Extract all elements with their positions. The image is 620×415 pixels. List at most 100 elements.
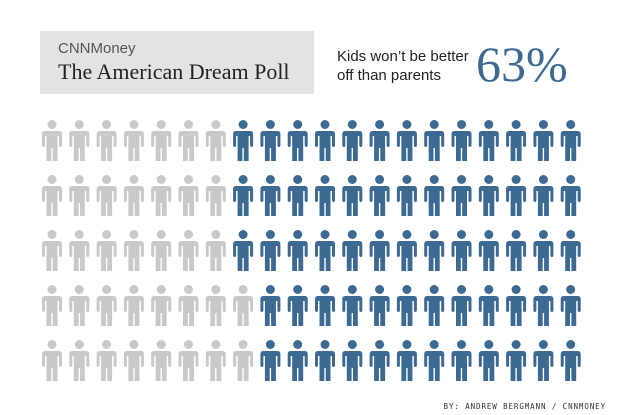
person-icon-highlighted: [260, 120, 281, 161]
person-icon: [42, 340, 62, 381]
person-icon-highlighted: [260, 230, 281, 271]
person-icon: [205, 120, 226, 161]
person-icon-highlighted: [560, 230, 581, 271]
person-icon: [96, 120, 117, 161]
person-icon-highlighted: [342, 120, 363, 161]
person-icon-highlighted: [533, 230, 554, 271]
person-icon: [69, 230, 90, 271]
person-icon-highlighted: [342, 285, 363, 326]
person-icon: [69, 340, 90, 381]
person-icon: [69, 175, 90, 216]
person-icon-highlighted: [506, 230, 527, 271]
person-icon-highlighted: [233, 120, 254, 161]
chart-title: The American Dream Poll: [58, 59, 290, 84]
person-icon: [96, 175, 117, 216]
person-icon-highlighted: [478, 230, 499, 271]
person-icon-highlighted: [396, 175, 417, 216]
person-icon-highlighted: [369, 340, 390, 381]
person-icon-highlighted: [478, 285, 499, 326]
stat-label: Kids won’t be better off than parents: [337, 48, 469, 84]
person-icon-highlighted: [478, 120, 499, 161]
person-icon: [123, 175, 144, 216]
person-icon-highlighted: [451, 340, 472, 381]
brand-label: CNNMoney: [58, 40, 136, 57]
person-icon-highlighted: [506, 175, 527, 216]
person-icon: [96, 285, 117, 326]
person-icon-highlighted: [260, 285, 281, 326]
person-icon: [96, 340, 117, 381]
person-icon-highlighted: [342, 230, 363, 271]
person-icon-highlighted: [451, 285, 472, 326]
person-icon-highlighted: [478, 175, 499, 216]
pictogram-chart: [42, 120, 581, 381]
person-icon: [42, 175, 62, 216]
person-icon-highlighted: [560, 285, 581, 326]
person-icon-highlighted: [506, 285, 527, 326]
person-icon: [151, 120, 172, 161]
person-icon-highlighted: [315, 340, 335, 381]
stat-value: 63%: [476, 36, 568, 92]
person-icon: [123, 230, 144, 271]
person-icon-highlighted: [396, 285, 417, 326]
person-icon-highlighted: [451, 230, 472, 271]
person-icon-highlighted: [315, 120, 335, 161]
person-icon-highlighted: [369, 120, 390, 161]
person-icon-highlighted: [287, 120, 308, 161]
person-icon: [178, 175, 199, 216]
person-icon: [151, 285, 172, 326]
person-icon-highlighted: [451, 120, 472, 161]
person-icon: [178, 285, 199, 326]
person-icon-highlighted: [233, 175, 254, 216]
person-icon-highlighted: [369, 175, 390, 216]
person-icon-highlighted: [233, 230, 254, 271]
person-icon-highlighted: [424, 120, 445, 161]
person-icon-highlighted: [506, 340, 527, 381]
person-icon-highlighted: [478, 340, 499, 381]
person-icon: [178, 120, 199, 161]
person-icon: [151, 230, 172, 271]
person-icon: [123, 340, 144, 381]
person-icon: [205, 285, 226, 326]
credit-line: BY: ANDREW BERGMANN / CNNMONEY: [443, 402, 606, 411]
person-icon: [178, 230, 199, 271]
person-icon: [69, 285, 90, 326]
person-icon-highlighted: [451, 175, 472, 216]
person-icon: [96, 230, 117, 271]
person-icon-highlighted: [424, 175, 445, 216]
person-icon: [42, 285, 62, 326]
person-icon-highlighted: [424, 230, 445, 271]
person-icon-highlighted: [369, 230, 390, 271]
person-icon-highlighted: [533, 340, 554, 381]
person-icon-highlighted: [315, 175, 335, 216]
person-icon-highlighted: [287, 175, 308, 216]
person-icon-highlighted: [369, 285, 390, 326]
person-icon-highlighted: [396, 230, 417, 271]
person-icon: [233, 340, 254, 381]
person-icon: [178, 340, 199, 381]
person-icon-highlighted: [315, 285, 335, 326]
person-icon-highlighted: [315, 230, 335, 271]
person-icon: [205, 340, 226, 381]
person-icon: [151, 340, 172, 381]
person-icon-highlighted: [533, 175, 554, 216]
person-icon: [205, 175, 226, 216]
person-icon: [205, 230, 226, 271]
person-icon-highlighted: [287, 340, 308, 381]
person-icon: [42, 120, 62, 161]
person-icon-highlighted: [260, 340, 281, 381]
person-icon: [151, 175, 172, 216]
person-icon: [69, 120, 90, 161]
person-icon-highlighted: [560, 340, 581, 381]
header-box: CNNMoney The American Dream Poll: [40, 31, 314, 94]
person-icon: [233, 285, 254, 326]
person-icon-highlighted: [424, 340, 445, 381]
person-icon-highlighted: [560, 175, 581, 216]
person-icon-highlighted: [533, 120, 554, 161]
person-icon-highlighted: [424, 285, 445, 326]
person-icon-highlighted: [287, 230, 308, 271]
person-icon-highlighted: [342, 175, 363, 216]
person-icon: [123, 120, 144, 161]
person-icon-highlighted: [260, 175, 281, 216]
person-icon-highlighted: [396, 340, 417, 381]
person-icon-highlighted: [396, 120, 417, 161]
